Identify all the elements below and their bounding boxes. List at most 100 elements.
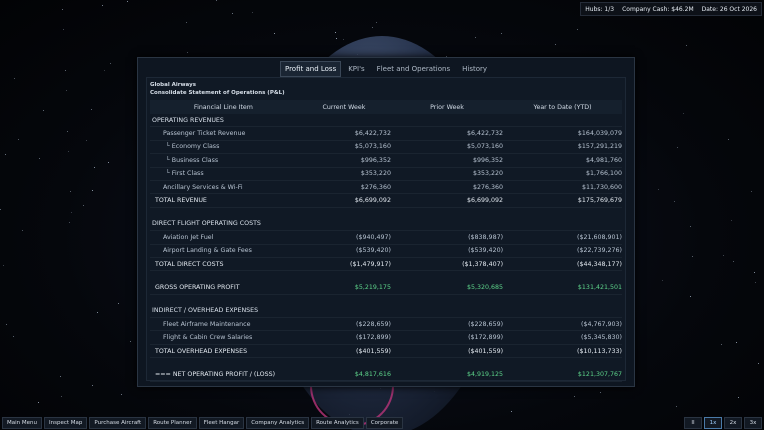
table-row: Aviation Jet Fuel ($940,497) ($838,987) …	[150, 230, 622, 245]
star	[107, 161, 109, 163]
star	[758, 363, 760, 365]
star	[446, 56, 448, 58]
star	[109, 62, 111, 64]
table-row: └ Business Class $996,352 $996,352 $4,98…	[150, 153, 622, 168]
star	[676, 147, 678, 149]
cell-prior: $5,073,160	[390, 140, 504, 155]
star	[68, 222, 70, 224]
pause-button[interactable]: II	[684, 417, 702, 429]
star	[18, 138, 20, 140]
cell-prior: ($401,559)	[390, 344, 504, 359]
fleet-hangar-button[interactable]: Fleet Hangar	[198, 417, 245, 429]
speed-1x-button[interactable]: 1x	[704, 417, 722, 429]
cell-prior: $276,360	[390, 180, 504, 195]
spacer-row	[150, 207, 622, 218]
total-direct-row: TOTAL DIRECT COSTS ($1,479,917) ($1,378,…	[150, 257, 622, 272]
route-planner-button[interactable]: Route Planner	[148, 417, 197, 429]
table-row: Ancillary Services & Wi-Fi $276,360 $276…	[150, 180, 622, 195]
main-menu-button[interactable]: Main Menu	[2, 417, 42, 429]
star	[62, 8, 64, 10]
row-label: Passenger Ticket Revenue	[150, 126, 297, 141]
analytics-panel: Profit and Loss KPI's Fleet and Operatio…	[137, 57, 635, 387]
tab-profit-and-loss[interactable]: Profit and Loss	[279, 61, 342, 77]
star	[67, 130, 69, 132]
section-label: OPERATING REVENUES	[150, 114, 622, 128]
pl-table: Financial Line Item Current Week Prior W…	[150, 100, 622, 382]
star	[754, 281, 756, 283]
panel-tabs: Profit and Loss KPI's Fleet and Operatio…	[138, 61, 634, 77]
section-overhead: INDIRECT / OVERHEAD EXPENSES	[150, 304, 622, 319]
cell-ytd: ($5,345,830)	[503, 330, 622, 345]
table-header: Financial Line Item Current Week Prior W…	[150, 100, 622, 114]
star	[554, 44, 556, 46]
purchase-aircraft-button[interactable]: Purchase Aircraft	[89, 417, 147, 429]
star	[343, 38, 345, 40]
star	[723, 254, 725, 256]
star	[64, 69, 66, 71]
cell-current: $353,220	[296, 167, 391, 181]
star	[720, 343, 722, 345]
company-analytics-button[interactable]: Company Analytics	[246, 417, 310, 429]
spacer-row	[150, 271, 622, 282]
star	[751, 190, 753, 192]
cell-ytd: $4,981,760	[503, 153, 622, 168]
row-label: First Class	[171, 170, 204, 178]
corporate-button[interactable]: Corporate	[365, 417, 404, 429]
star	[376, 22, 378, 24]
star	[127, 1, 129, 3]
star	[273, 33, 275, 35]
cell-current: $5,219,175	[296, 281, 391, 295]
star	[690, 295, 692, 297]
table-row: Passenger Ticket Revenue $6,422,732 $6,4…	[150, 126, 622, 141]
star	[727, 139, 729, 141]
cell-prior: ($838,987)	[390, 230, 504, 245]
route-analytics-button[interactable]: Route Analytics	[311, 417, 364, 429]
tab-kpis[interactable]: KPI's	[348, 65, 365, 73]
cell-prior: $4,919,125	[390, 368, 504, 382]
total-revenue-row: TOTAL REVENUE $6,699,092 $6,699,092 $175…	[150, 193, 622, 208]
star	[2, 265, 4, 267]
cell-ytd: ($22,739,276)	[503, 244, 622, 258]
row-label: === NET OPERATING PROFIT / (LOSS)	[150, 368, 297, 382]
star	[335, 32, 337, 34]
star	[682, 113, 684, 115]
cell-ytd: $157,291,219	[503, 140, 622, 155]
star	[216, 0, 218, 1]
star	[70, 211, 72, 213]
cell-ytd: ($21,608,901)	[503, 230, 622, 245]
speed-3x-button[interactable]: 3x	[744, 417, 762, 429]
row-label: Ancillary Services & Wi-Fi	[150, 180, 297, 195]
star	[737, 396, 739, 398]
star	[129, 340, 131, 342]
bottom-nav: Main Menu Inspect Map Purchase Aircraft …	[2, 417, 404, 429]
col-current-week: Current Week	[296, 100, 391, 114]
star	[736, 341, 738, 343]
row-label: Business Class	[171, 156, 219, 164]
star	[754, 271, 756, 273]
star	[500, 32, 502, 34]
star	[510, 411, 512, 413]
col-ytd: Year to Date (YTD)	[503, 100, 622, 114]
star	[68, 150, 70, 152]
row-label: Flight & Cabin Crew Salaries	[150, 330, 297, 345]
cell-ytd: $11,730,600	[503, 180, 622, 195]
star	[576, 28, 578, 30]
cell-current: ($172,899)	[296, 330, 391, 345]
row-label: Aviation Jet Fuel	[150, 230, 297, 245]
table-row: Airport Landing & Gate Fees ($539,420) (…	[150, 244, 622, 258]
cell-prior: $996,352	[390, 153, 504, 168]
cell-current: $5,073,160	[296, 140, 391, 155]
tab-history[interactable]: History	[462, 65, 488, 73]
cell-current: $4,817,616	[296, 368, 391, 382]
star	[13, 78, 15, 80]
star	[92, 190, 94, 192]
star	[117, 302, 119, 304]
tab-fleet-operations[interactable]: Fleet and Operations	[376, 65, 451, 73]
spacer-row	[150, 358, 622, 369]
star	[685, 44, 687, 46]
speed-2x-button[interactable]: 2x	[724, 417, 742, 429]
inspect-map-button[interactable]: Inspect Map	[43, 417, 88, 429]
cell-ytd: ($44,348,177)	[503, 257, 622, 272]
star	[96, 311, 98, 313]
